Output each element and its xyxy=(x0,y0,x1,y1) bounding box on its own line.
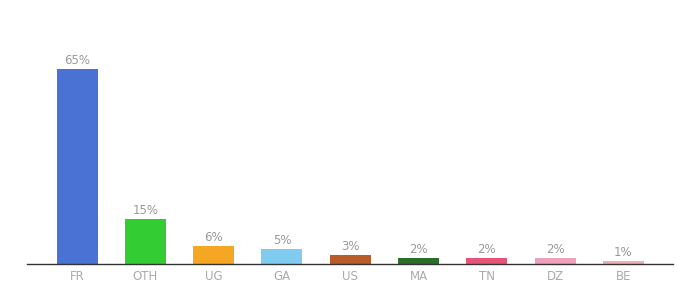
Bar xyxy=(603,261,644,264)
Text: 65%: 65% xyxy=(64,54,90,67)
Bar xyxy=(125,219,166,264)
Bar xyxy=(261,249,303,264)
Text: 5%: 5% xyxy=(273,234,291,247)
Bar xyxy=(466,258,507,264)
Text: 2%: 2% xyxy=(546,243,564,256)
Text: 3%: 3% xyxy=(341,240,360,253)
Text: 2%: 2% xyxy=(409,243,428,256)
Text: 6%: 6% xyxy=(204,231,223,244)
Bar xyxy=(534,258,575,264)
Bar xyxy=(398,258,439,264)
Bar xyxy=(56,69,97,264)
Bar xyxy=(193,246,234,264)
Text: 1%: 1% xyxy=(614,246,632,259)
Bar xyxy=(330,255,371,264)
Text: 15%: 15% xyxy=(133,204,158,217)
Text: 2%: 2% xyxy=(477,243,496,256)
